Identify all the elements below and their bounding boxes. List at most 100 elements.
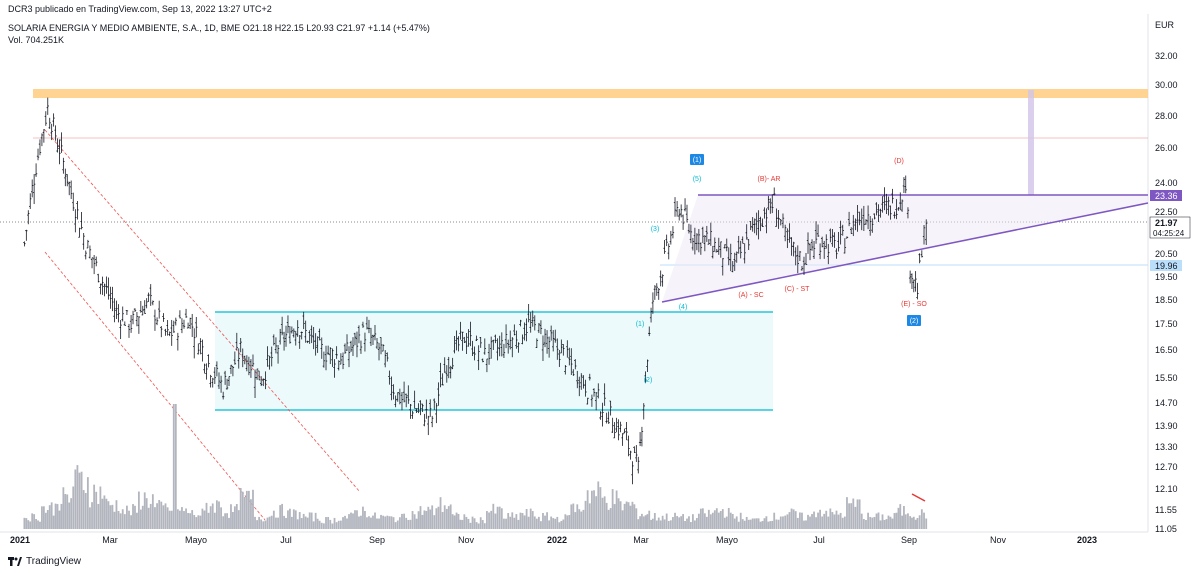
volume-bar <box>827 516 830 529</box>
wave-label: (5) <box>693 176 702 183</box>
volume-bar <box>743 520 746 529</box>
volume-bar <box>441 511 444 529</box>
volume-bar <box>877 512 880 529</box>
volume-bar <box>494 513 497 529</box>
volume-bar <box>463 514 466 529</box>
volume-bar <box>477 523 480 529</box>
volume-bar <box>807 514 809 529</box>
volume-bar <box>91 502 93 529</box>
time-tick-label: Mar <box>102 535 118 545</box>
drawings-layer <box>0 89 1149 521</box>
volume-bar <box>149 503 152 529</box>
volume-bar <box>613 504 616 529</box>
volume-bar <box>537 516 540 529</box>
volume-bar <box>101 498 104 529</box>
symbol-legend[interactable]: SOLARIA ENERGIA Y MEDIO AMBIENTE, S.A., … <box>8 23 430 33</box>
volume-bar <box>757 518 760 529</box>
volume-bar <box>655 520 658 529</box>
volume-bar <box>145 498 148 529</box>
volume-bar <box>126 505 128 529</box>
last-price-text: 21.97 <box>1155 218 1178 228</box>
resistance-zone[interactable] <box>33 89 1148 98</box>
volume-bar <box>457 513 460 529</box>
volume-bar <box>447 506 450 529</box>
volume-bar <box>252 489 254 529</box>
tradingview-logo-icon <box>8 557 22 566</box>
price-label-support <box>1150 260 1182 271</box>
volume-bar <box>164 503 167 529</box>
volume-bar <box>459 519 462 529</box>
volume-bar <box>517 519 520 529</box>
volume-bar <box>362 506 364 529</box>
volume-bar <box>803 520 805 529</box>
volume-bar <box>72 486 75 529</box>
volume-bar <box>139 509 142 529</box>
volume-bar <box>617 498 620 529</box>
volume-bar <box>128 510 130 529</box>
volume-bar <box>419 506 422 529</box>
volume-bar <box>544 515 546 529</box>
volume-bar <box>719 511 722 529</box>
volume-bar <box>717 512 720 529</box>
time-axis[interactable]: 2021 Mar Mayo Jul Sep Nov 2022 Mar Mayo Jul Sep Nov… <box>10 535 1097 545</box>
volume-bar <box>232 512 234 529</box>
volume-bar <box>33 514 36 529</box>
volume-bar <box>352 513 354 529</box>
volume-bar <box>574 512 577 529</box>
volume-bar <box>392 517 395 529</box>
volume-bar <box>615 490 618 529</box>
price-tick-label: 13.30 <box>1155 442 1178 452</box>
volume-bar <box>241 491 244 529</box>
volume-bar <box>542 512 544 529</box>
volume-bar <box>633 504 636 529</box>
volume-bar <box>66 494 69 529</box>
volume-bar <box>891 518 894 529</box>
volume-bar <box>405 517 408 529</box>
volume-bar <box>80 471 83 529</box>
volume-bar <box>137 491 140 529</box>
volume-bar <box>659 520 662 529</box>
range-box[interactable] <box>215 312 773 410</box>
volume-bar <box>141 505 144 529</box>
last-price-label <box>1149 216 1191 239</box>
volume-bar <box>578 509 581 529</box>
volume-bar <box>637 519 640 529</box>
brand-name[interactable]: TradingView <box>26 556 82 567</box>
volume-bar <box>707 509 710 529</box>
volume-bar <box>429 509 432 529</box>
volume-bar <box>370 517 372 529</box>
wave-label: (3) <box>651 226 660 233</box>
wave-label: (B)- AR <box>758 176 781 183</box>
volume-bar <box>848 503 850 529</box>
volume-bar <box>901 515 904 529</box>
volume-bar <box>572 503 575 529</box>
volume-legend[interactable]: Vol. 704.251K <box>8 35 65 45</box>
volume-bar <box>378 518 380 529</box>
volume-bar <box>479 517 482 529</box>
triangle-bottom-line[interactable] <box>661 202 1149 303</box>
currency-label: EUR <box>1155 20 1175 30</box>
volume-bar <box>382 515 385 529</box>
volume-bar <box>74 469 77 529</box>
volume-bar <box>897 507 900 529</box>
wave-label: (1) <box>693 157 702 164</box>
volume-bar <box>46 510 49 529</box>
volume-bar <box>172 404 175 529</box>
volume-bar <box>76 465 79 529</box>
volume-bar <box>798 512 801 529</box>
channel-upper[interactable] <box>44 129 361 493</box>
projection-bar[interactable] <box>1028 90 1034 195</box>
volume-bar <box>749 519 752 529</box>
volume-bar <box>264 520 267 529</box>
price-axis[interactable]: 32.00 30.00 28.00 26.00 24.00 22.50 20.50 19.50… <box>1155 51 1178 534</box>
price-tick-label: 13.90 <box>1155 421 1178 431</box>
volume-bar <box>693 520 696 529</box>
volume-bar <box>548 520 551 529</box>
volume-bar <box>492 503 495 529</box>
volume-bar <box>584 500 587 529</box>
channel-lower[interactable] <box>44 251 266 521</box>
volume-bar <box>580 511 583 529</box>
wave-label: (2) <box>910 318 919 325</box>
volume-bar <box>211 503 214 529</box>
